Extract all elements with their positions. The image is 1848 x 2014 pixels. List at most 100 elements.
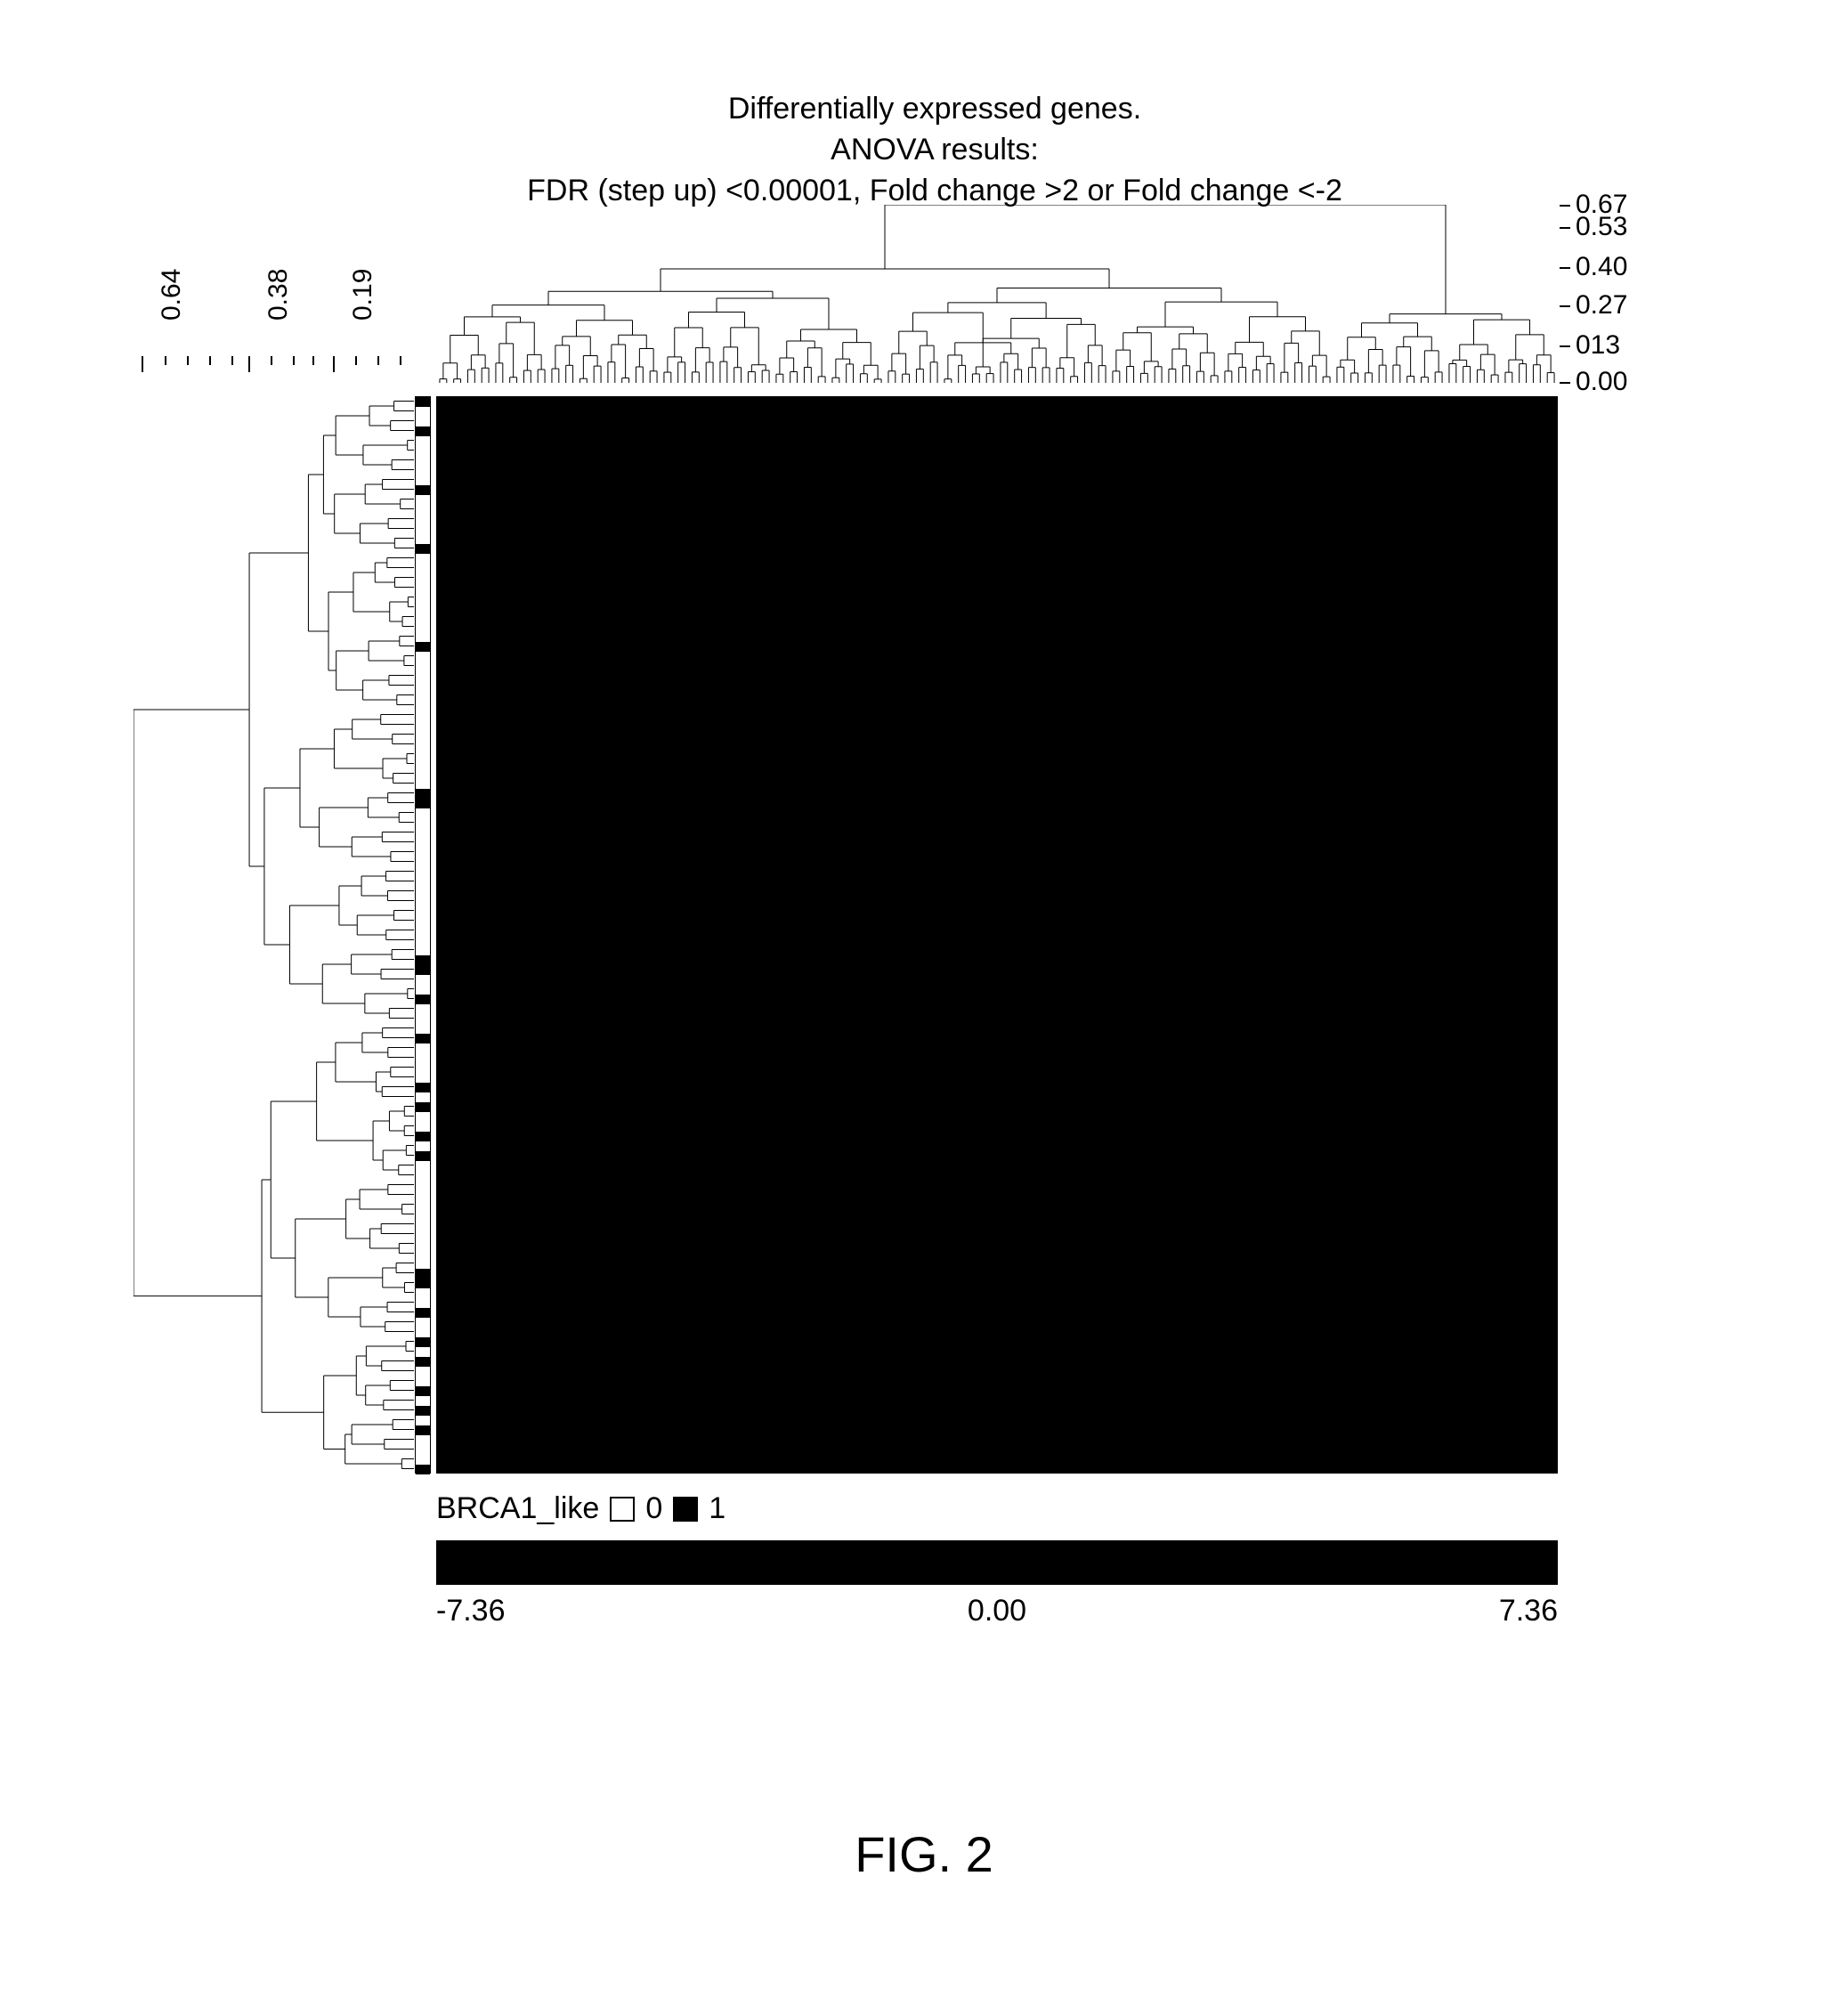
left-scale-label: 0.64 (157, 269, 187, 321)
annotation-cell (416, 475, 430, 485)
annotation-cell (416, 622, 430, 632)
annotation-cell (416, 524, 430, 534)
left-dendrogram-scale: 0.640.380.19 (134, 223, 418, 374)
annotation-cell (416, 808, 430, 818)
annotation-cell (416, 897, 430, 906)
annotation-cell (416, 505, 430, 515)
top-scale-tick: 0.00 (1576, 367, 1627, 397)
annotation-cell (416, 887, 430, 897)
annotation-cell (416, 1083, 430, 1092)
annotation-cell (416, 1445, 430, 1455)
annotation-cell (416, 906, 430, 916)
annotation-cell (416, 662, 430, 671)
annotation-cell (416, 1220, 430, 1230)
annotation-cell (416, 417, 430, 426)
left-scale-tick (248, 356, 250, 372)
annotation-cell (416, 1200, 430, 1210)
annotation-cell (416, 995, 430, 1004)
annotation-cell (416, 1190, 430, 1200)
annotation-cell (416, 1171, 430, 1181)
annotation-cell (416, 730, 430, 740)
annotation-cell (416, 1151, 430, 1161)
annotation-cell (416, 652, 430, 662)
annotation-cell (416, 671, 430, 681)
annotation-cell (416, 867, 430, 877)
annotation-cell (416, 1014, 430, 1024)
left-dendrogram (134, 396, 414, 1474)
annotation-cell (416, 759, 430, 769)
annotation-cell (416, 407, 430, 417)
annotation-cell (416, 1034, 430, 1044)
annotation-cell (416, 485, 430, 495)
legend: BRCA1_like 0 1 (436, 1491, 725, 1526)
annotation-cell (416, 1465, 430, 1474)
left-scale-label: 0.19 (348, 269, 378, 321)
annotation-cell (416, 1308, 430, 1318)
colorbar (436, 1540, 1558, 1585)
annotation-cell (416, 1092, 430, 1102)
annotation-cell (416, 975, 430, 985)
figure-container: Differentially expressed genes. ANOVA re… (134, 89, 1714, 1925)
annotation-cell (416, 799, 430, 808)
annotation-cell (416, 1425, 430, 1435)
chart-title: Differentially expressed genes. ANOVA re… (365, 89, 1504, 212)
legend-swatch-0 (610, 1497, 635, 1522)
annotation-cell (416, 1435, 430, 1445)
annotation-cell (416, 926, 430, 936)
annotation-cell (416, 593, 430, 603)
annotation-cell (416, 603, 430, 613)
left-scale-tick (293, 356, 295, 365)
annotation-cell (416, 1122, 430, 1132)
annotation-cell (416, 769, 430, 779)
annotation-cell (416, 642, 430, 652)
annotation-cell (416, 397, 430, 407)
annotation-cell (416, 857, 430, 867)
legend-value-1: 1 (709, 1491, 725, 1526)
annotation-cell (416, 1210, 430, 1220)
annotation-cell (416, 818, 430, 828)
annotation-cell (416, 515, 430, 524)
annotation-cell (416, 583, 430, 593)
legend-swatch-1 (673, 1497, 698, 1522)
annotation-cell (416, 1024, 430, 1034)
annotation-cell (416, 1416, 430, 1425)
annotation-cell (416, 1063, 430, 1073)
annotation-cell (416, 789, 430, 799)
annotation-cell (416, 1279, 430, 1288)
left-scale-tick (142, 356, 143, 372)
top-dendrogram (436, 205, 1558, 383)
annotation-cell (416, 1328, 430, 1337)
colorbar-mid: 0.00 (968, 1594, 1026, 1628)
top-scale-tick: 0.40 (1576, 252, 1627, 282)
annotation-cell (416, 1239, 430, 1249)
annotation-cell (416, 632, 430, 642)
legend-value-0: 0 (645, 1491, 662, 1526)
annotation-cell (416, 436, 430, 446)
annotation-cell (416, 701, 430, 711)
annotation-cell (416, 534, 430, 544)
annotation-cell (416, 1073, 430, 1083)
left-scale-tick (355, 356, 357, 365)
annotation-strip (415, 396, 431, 1474)
annotation-cell (416, 1181, 430, 1190)
left-scale-tick (333, 356, 335, 372)
annotation-cell (416, 1249, 430, 1259)
annotation-cell (416, 691, 430, 701)
top-dendrogram-svg (436, 205, 1558, 383)
colorbar-max: 7.36 (1499, 1594, 1558, 1628)
annotation-cell (416, 720, 430, 730)
annotation-cell (416, 456, 430, 466)
legend-label: BRCA1_like (436, 1491, 599, 1526)
annotation-cell (416, 1337, 430, 1347)
annotation-cell (416, 1044, 430, 1053)
left-dendrogram-svg (134, 396, 414, 1474)
annotation-cell (416, 750, 430, 759)
top-scale-tick: 013 (1576, 330, 1620, 361)
annotation-cell (416, 779, 430, 789)
left-scale-tick (209, 356, 211, 365)
top-dendrogram-scale: 0.670.530.400.270130.00 (1576, 203, 1682, 386)
annotation-cell (416, 681, 430, 691)
annotation-cell (416, 1259, 430, 1269)
annotation-cell (416, 613, 430, 622)
annotation-cell (416, 466, 430, 475)
